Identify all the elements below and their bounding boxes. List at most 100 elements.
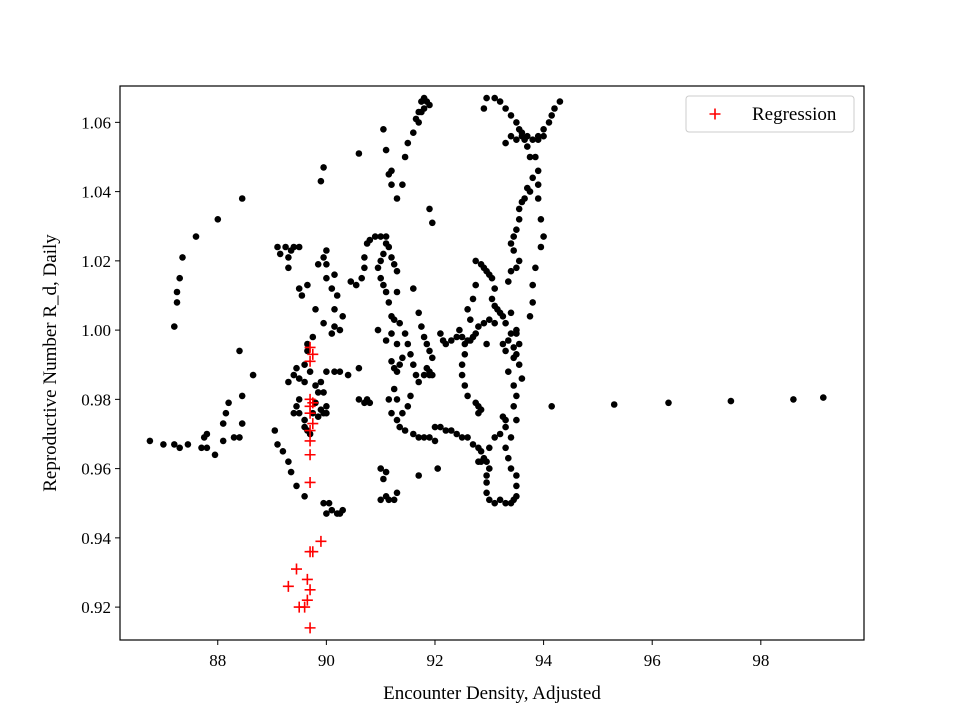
data-point bbox=[146, 437, 154, 445]
data-point bbox=[464, 434, 471, 441]
data-point bbox=[483, 479, 490, 486]
data-point bbox=[469, 441, 477, 448]
observed-points bbox=[146, 94, 827, 517]
data-point bbox=[314, 389, 322, 396]
y-tick-label: 1.00 bbox=[81, 321, 111, 340]
data-point bbox=[377, 257, 385, 265]
data-point bbox=[464, 306, 471, 313]
data-point bbox=[515, 216, 523, 223]
data-point bbox=[317, 177, 325, 185]
data-point bbox=[293, 482, 300, 490]
data-point bbox=[486, 316, 493, 324]
data-point bbox=[431, 437, 439, 445]
data-point bbox=[290, 243, 298, 251]
regression-point bbox=[301, 573, 313, 585]
data-point bbox=[515, 361, 523, 369]
regression-point bbox=[307, 418, 319, 430]
data-point bbox=[480, 319, 488, 327]
x-tick-label: 98 bbox=[752, 651, 769, 670]
legend: Regression bbox=[685, 95, 855, 133]
data-point bbox=[377, 496, 385, 504]
data-point bbox=[401, 153, 409, 161]
regression-point bbox=[282, 580, 294, 592]
data-point bbox=[287, 468, 295, 476]
data-point bbox=[545, 119, 553, 126]
data-point bbox=[513, 264, 520, 272]
data-point bbox=[314, 413, 322, 421]
data-point bbox=[442, 340, 450, 348]
regression-point bbox=[307, 348, 319, 360]
data-point bbox=[230, 434, 238, 441]
data-point bbox=[420, 105, 428, 112]
data-point bbox=[442, 427, 450, 434]
y-tick-label: 1.06 bbox=[81, 113, 111, 132]
data-point bbox=[388, 330, 395, 337]
data-point bbox=[532, 264, 539, 272]
data-point bbox=[390, 316, 398, 324]
data-point bbox=[344, 371, 352, 379]
data-point bbox=[358, 274, 366, 282]
data-point bbox=[483, 340, 490, 348]
data-point bbox=[502, 444, 509, 452]
data-point bbox=[388, 409, 395, 417]
data-point bbox=[301, 378, 308, 386]
data-point bbox=[295, 409, 303, 417]
data-point bbox=[507, 309, 515, 317]
data-point bbox=[415, 309, 423, 317]
regression-point bbox=[304, 425, 316, 437]
data-point bbox=[295, 396, 303, 403]
x-tick-label: 92 bbox=[426, 651, 443, 670]
data-point bbox=[458, 333, 466, 341]
data-point bbox=[790, 396, 797, 403]
data-point bbox=[526, 313, 534, 320]
data-point bbox=[475, 323, 482, 330]
regression-point bbox=[301, 594, 313, 606]
data-point bbox=[475, 409, 482, 417]
data-point bbox=[222, 409, 230, 417]
data-point bbox=[328, 506, 336, 514]
data-point bbox=[491, 285, 499, 292]
data-point bbox=[548, 403, 555, 410]
data-point bbox=[507, 240, 515, 247]
data-point bbox=[347, 278, 355, 285]
data-point bbox=[295, 375, 303, 382]
data-point bbox=[271, 427, 279, 434]
data-point bbox=[472, 330, 480, 337]
data-point bbox=[534, 181, 542, 188]
data-point bbox=[407, 351, 414, 358]
data-point bbox=[548, 112, 555, 119]
data-point bbox=[486, 444, 493, 452]
data-point bbox=[309, 333, 317, 341]
data-point bbox=[483, 458, 490, 466]
data-point bbox=[469, 295, 477, 303]
data-point bbox=[366, 236, 374, 244]
data-point bbox=[317, 378, 325, 386]
data-point bbox=[499, 413, 507, 421]
x-axis: 88 90 92 94 96 98 bbox=[209, 640, 769, 670]
data-point bbox=[412, 115, 420, 123]
data-point bbox=[393, 416, 401, 424]
data-point bbox=[249, 371, 257, 379]
data-point bbox=[173, 299, 181, 306]
data-point bbox=[285, 254, 292, 261]
data-point bbox=[529, 174, 536, 182]
data-point bbox=[496, 496, 504, 504]
data-point bbox=[192, 233, 200, 240]
data-point bbox=[173, 288, 181, 296]
data-point bbox=[390, 261, 398, 268]
data-point bbox=[377, 233, 385, 240]
data-point bbox=[301, 493, 308, 500]
regression-point bbox=[304, 584, 316, 596]
legend-box bbox=[685, 95, 855, 133]
data-point bbox=[198, 444, 205, 452]
data-point bbox=[214, 216, 222, 223]
y-tick-label: 0.96 bbox=[81, 460, 111, 479]
data-point bbox=[448, 427, 455, 434]
x-tick-label: 94 bbox=[535, 651, 553, 670]
data-point bbox=[510, 233, 517, 240]
regression-point bbox=[304, 476, 316, 488]
data-point bbox=[393, 288, 401, 296]
data-point bbox=[380, 281, 387, 289]
data-point bbox=[312, 382, 319, 389]
data-point bbox=[529, 299, 536, 306]
